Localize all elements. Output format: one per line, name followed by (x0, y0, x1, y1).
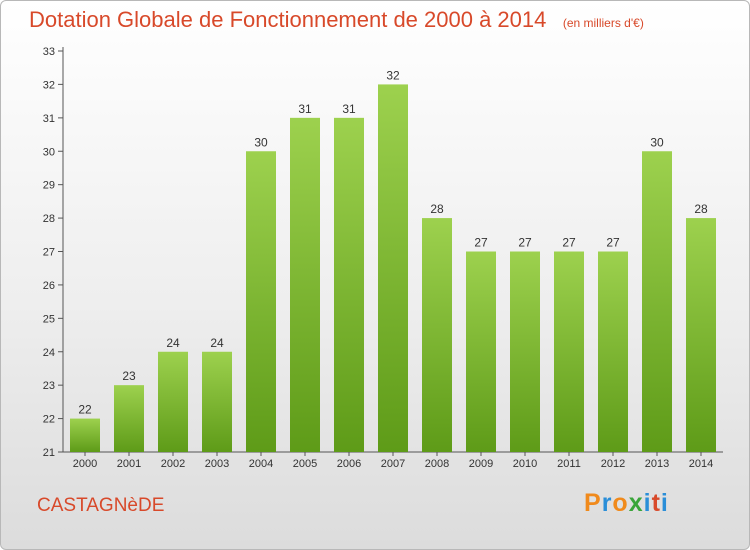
bar (466, 251, 496, 452)
bar (114, 385, 144, 452)
bar-value-label: 32 (386, 68, 400, 82)
bar-value-label: 27 (474, 236, 488, 250)
bar-value-label: 22 (78, 403, 92, 417)
x-tick-label: 2008 (425, 458, 449, 470)
logo-letter: x (628, 489, 644, 517)
x-tick-label: 2013 (645, 458, 669, 470)
x-tick-label: 2004 (249, 458, 273, 470)
bar-value-label: 30 (254, 135, 268, 149)
x-tick-label: 2007 (381, 458, 405, 470)
x-tick-label: 2005 (293, 458, 317, 470)
bar (554, 251, 584, 452)
x-tick-label: 2006 (337, 458, 361, 470)
y-tick-label: 32 (43, 79, 55, 91)
bar-value-label: 28 (694, 202, 708, 216)
x-tick-label: 2001 (117, 458, 141, 470)
x-tick-label: 2002 (161, 458, 185, 470)
bar (642, 151, 672, 452)
bar (378, 84, 408, 453)
bar-value-label: 23 (122, 369, 136, 383)
y-tick-label: 28 (43, 213, 55, 225)
bar-value-label: 30 (650, 135, 664, 149)
bar-value-label: 27 (606, 236, 620, 250)
logo-letter: o (612, 489, 629, 517)
x-tick-label: 2011 (557, 458, 581, 470)
x-tick-label: 2012 (601, 458, 625, 470)
x-tick-label: 2000 (73, 458, 97, 470)
y-tick-label: 31 (43, 113, 55, 125)
bar (202, 351, 232, 452)
logo-letter: t (651, 489, 661, 517)
x-tick-label: 2003 (205, 458, 229, 470)
bar (686, 218, 716, 452)
x-tick-label: 2014 (689, 458, 713, 470)
bar-value-label: 24 (166, 336, 180, 350)
title-block: Dotation Globale de Fonctionnement de 20… (29, 7, 644, 33)
y-tick-label: 25 (43, 313, 55, 325)
logo-letter: P (584, 489, 602, 517)
bar (70, 418, 100, 452)
bar (290, 117, 320, 452)
y-tick-label: 27 (43, 247, 55, 259)
y-tick-label: 22 (43, 414, 55, 426)
chart-title: Dotation Globale de Fonctionnement de 20… (29, 7, 547, 32)
bar (334, 117, 364, 452)
bar-value-label: 31 (342, 102, 356, 116)
bar (598, 251, 628, 452)
bar (158, 351, 188, 452)
bar-value-label: 27 (518, 236, 532, 250)
y-tick-label: 30 (43, 146, 55, 158)
bar-value-label: 31 (298, 102, 312, 116)
bar-value-label: 24 (210, 336, 224, 350)
bar (510, 251, 540, 452)
bar-value-label: 28 (430, 202, 444, 216)
y-tick-label: 24 (43, 347, 55, 359)
logo-letter: r (601, 489, 613, 517)
x-tick-label: 2010 (513, 458, 537, 470)
y-tick-label: 29 (43, 180, 55, 192)
y-tick-label: 33 (43, 46, 55, 58)
bar (422, 218, 452, 452)
logo-letter: i (643, 489, 652, 517)
proxiti-logo: Proxiti (584, 489, 669, 518)
y-tick-label: 23 (43, 380, 55, 392)
commune-name: CASTAGNèDE (37, 495, 165, 516)
chart-subtitle: (en milliers d'€) (562, 16, 644, 30)
bar (246, 151, 276, 452)
bar-value-label: 27 (562, 236, 576, 250)
logo-letter: i (660, 489, 669, 517)
y-tick-label: 21 (43, 447, 55, 459)
y-tick-label: 26 (43, 280, 55, 292)
x-tick-label: 2009 (469, 458, 493, 470)
